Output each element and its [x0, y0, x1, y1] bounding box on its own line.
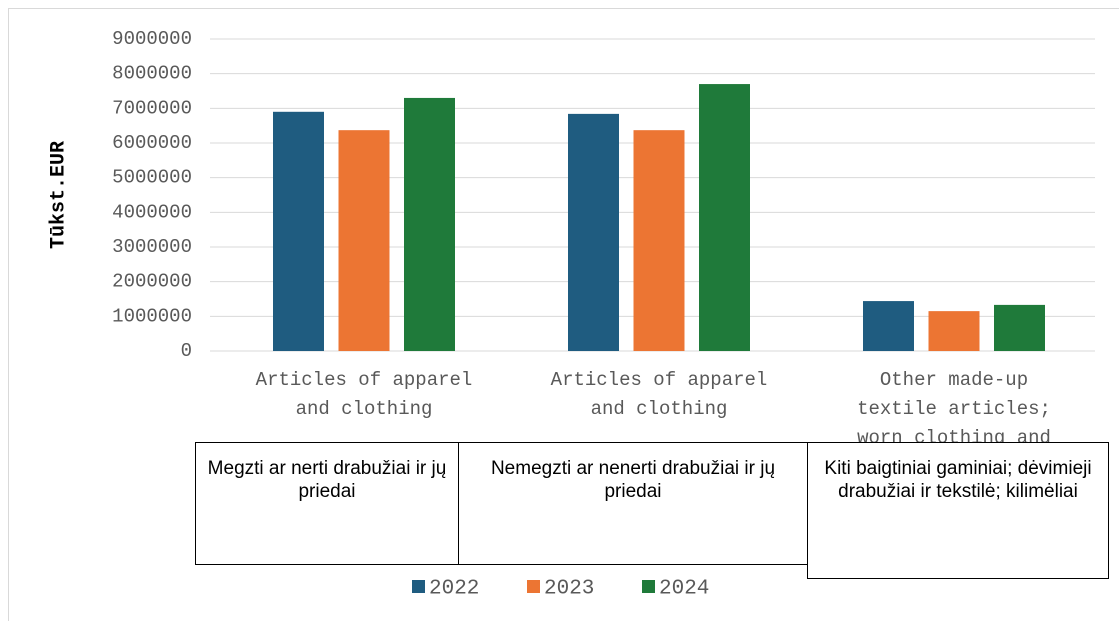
legend-label: 2023: [544, 578, 594, 601]
legend-label: 2022: [429, 578, 479, 601]
y-tick-label: 6000000: [112, 132, 192, 154]
x-tick-label: Articles of apparel and clothing: [550, 369, 768, 420]
annotation: Kiti baigtiniai gaminiai; dėvimieji drab…: [807, 442, 1109, 579]
y-tick-label: 5000000: [112, 167, 192, 189]
bar: [568, 113, 619, 351]
legend-label: 2024: [659, 578, 709, 601]
y-tick-label: 0: [181, 340, 192, 362]
frame: [8, 8, 1119, 621]
y-tick-label: 8000000: [112, 63, 192, 85]
y-tick-label: 3000000: [112, 236, 192, 258]
bar: [928, 311, 980, 351]
x-tick-label: Other made-up textile articles; worn clo…: [857, 369, 1051, 446]
y-tick-label: 9000000: [112, 28, 192, 50]
annotation: Nemegzti ar nenerti drabužiai ir jų prie…: [458, 442, 808, 565]
bar: [338, 130, 390, 351]
annotation: Megzti ar nerti drabužiai ir jų priedai: [195, 442, 459, 565]
bar: [404, 97, 455, 351]
y-tick-label: 1000000: [112, 305, 192, 327]
legend-swatch: [527, 580, 540, 593]
y-tick-label: 7000000: [112, 97, 192, 119]
y-tick-label: 4000000: [112, 201, 192, 223]
legend-swatch: [642, 580, 655, 593]
legend-swatch: [412, 580, 425, 593]
y-tick-label: 2000000: [112, 271, 192, 293]
x-tick-label: Articles of apparel and clothing: [255, 369, 473, 420]
y-axis-label: Tūkst.EUR: [47, 141, 70, 249]
bar: [699, 84, 750, 352]
bar: [273, 111, 324, 351]
bar: [863, 301, 914, 351]
bar: [633, 130, 685, 351]
bar: [994, 304, 1045, 351]
